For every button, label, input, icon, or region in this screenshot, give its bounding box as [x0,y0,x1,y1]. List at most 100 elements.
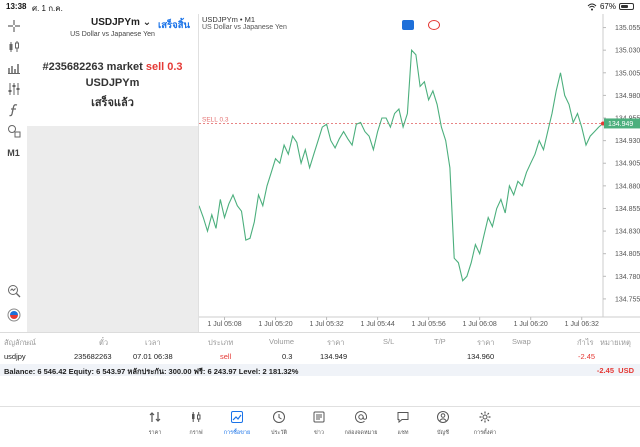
nav-trade[interactable]: การซื้อขาย [217,410,257,437]
row-price: 134.949 [320,352,348,361]
account-icon [437,411,449,423]
wifi-icon [587,3,597,10]
battery-icon [619,3,634,10]
balance-currency: USD [618,366,634,375]
status-right: 67% [587,2,634,11]
trades-table: สัญลักษณ์ ตั๋ว เวลา ประเภท Volume ราคา S… [0,332,640,406]
quotes-icon [149,412,161,422]
current-price-tag [604,118,640,129]
x-tick-label: 1 Jul 06:20 [514,321,548,328]
col-type: ประเภท [208,338,234,347]
chart-description: US Dollar vs Japanese Yen [202,24,287,31]
function-icon[interactable] [4,101,23,118]
y-tick-label: 134.930 [615,138,640,145]
nav-settings[interactable]: การตั้งค่า [465,410,505,437]
col-ticket: ตั๋ว [99,338,109,347]
x-tick-label: 1 Jul 05:32 [309,321,343,328]
candlestick-icon[interactable] [4,38,23,55]
y-tick-label: 135.055 [615,25,640,32]
x-tick-label: 1 Jul 05:44 [360,321,394,328]
one-click-trade-icon[interactable] [402,20,414,30]
trade-icon [231,411,243,423]
col-volume: Volume [269,337,295,346]
order-ticket: #235682263 market [42,61,143,73]
trade-levels-icon[interactable] [428,20,440,30]
sell-level-label: SELL 0.3 [202,116,229,123]
y-tick-label: 134.780 [615,274,640,281]
sliders-icon[interactable] [4,80,23,97]
crosshair-icon[interactable] [4,17,23,34]
col-swap: Swap [512,337,531,346]
row-symbol: usdjpy [4,352,26,361]
col-price: ราคา [327,338,345,347]
y-tick-label: 134.830 [615,229,640,236]
order-side: sell 0.3 [145,61,183,73]
x-tick-label: 1 Jul 06:08 [463,321,497,328]
price-series-line [199,48,604,282]
nav-chat[interactable]: แชท [383,410,423,437]
nav-history[interactable]: ประวัติ [259,410,299,437]
y-tick-label: 135.005 [615,70,640,77]
chat-icon [397,412,409,424]
status-date: ศ. 1 ก.ค. [32,4,63,13]
zoom-chart-icon[interactable] [4,282,23,299]
nav-quotes[interactable]: ราคา [135,410,175,437]
balance-bar: Balance: 6 546.42 Equity: 6 543.97 หลักป… [0,364,640,376]
y-tick-label: 135.030 [615,48,640,55]
x-tick-label: 1 Jul 05:56 [412,321,446,328]
y-tick-label: 134.755 [615,296,640,303]
nav-news[interactable]: ข่าว [299,410,339,437]
y-tick-label: 134.980 [615,93,640,100]
trade-app-icon[interactable] [4,306,23,323]
y-tick-label: 134.805 [615,251,640,258]
y-tick-label: 134.880 [615,183,640,190]
bottom-nav: ราคา กราฟ การซื้อขาย ประวัติ ข่าว กล่องจ… [0,406,640,447]
x-tick-label: 1 Jul 05:08 [207,321,241,328]
col-sl: S/L [383,337,395,346]
order-result-symbol: USDJPYm [85,77,140,89]
shapes-icon[interactable] [4,122,23,139]
col-current-price: ราคา [477,338,495,347]
col-time: เวลา [145,338,161,347]
x-tick-label: 1 Jul 06:32 [565,321,599,328]
row-type: sell [220,352,232,361]
row-current-price: 134.960 [467,352,495,361]
status-bar: 13:38 ศ. 1 ก.ค. 67% [0,0,640,14]
order-result-line: #235682263 market sell 0.3 [27,61,198,73]
order-panel-header: USDJPYm ⌄ เสร็จสิ้น US Dollar vs Japanes… [27,14,198,126]
x-tick-label: 1 Jul 05:20 [258,321,292,328]
done-button[interactable]: เสร็จสิ้น [158,20,191,31]
status-time: 13:38 [6,2,27,11]
row-time: 07.01 06:38 [133,352,173,361]
order-symbol-select[interactable]: USDJPYm ⌄ [91,17,152,28]
current-price-label: 134.949 [608,121,633,128]
chart-plot: 135.055135.030135.005134.980134.955134.9… [199,14,640,328]
timeframe-m1-button[interactable]: M1 [7,147,20,158]
y-tick-label: 134.905 [615,161,640,168]
nav-chart[interactable]: กราฟ [176,410,216,437]
price-chart[interactable]: USDJPYm • M1 US Dollar vs Japanese Yen 1… [198,14,640,332]
settings-icon [479,411,491,423]
col-note: หมายเหตุ [600,338,631,347]
row-volume: 0.3 [282,352,293,361]
table-row[interactable]: usdjpy 235682263 07.01 06:38 sell 0.3 13… [0,349,640,363]
order-panel: USDJPYm ⌄ เสร็จสิ้น US Dollar vs Japanes… [27,14,198,332]
col-symbol: สัญลักษณ์ [4,338,37,347]
row-profit: -2.45 [578,352,596,361]
nav-account[interactable]: บัญชี [423,410,463,437]
balance-profit: -2.45 [596,366,614,375]
history-icon [273,411,285,423]
chart-title: USDJPYm • M1 [202,15,256,24]
balance-summary: Balance: 6 546.42 Equity: 6 543.97 หลักป… [4,367,299,376]
symbol-description: US Dollar vs Japanese Yen [70,31,155,38]
nav-mailbox[interactable]: กล่องจดหมาย [341,410,381,437]
table-header: สัญลักษณ์ ตั๋ว เวลา ประเภท Volume ราคา S… [0,334,640,348]
mailbox-icon [355,410,368,423]
bar-chart-icon[interactable] [4,59,23,76]
battery-percent: 67% [599,2,616,11]
left-toolbar: M1 [0,14,27,332]
news-icon [313,411,325,423]
col-profit: กำไร [577,338,594,347]
chevron-down-icon: ⌄ [142,17,152,28]
